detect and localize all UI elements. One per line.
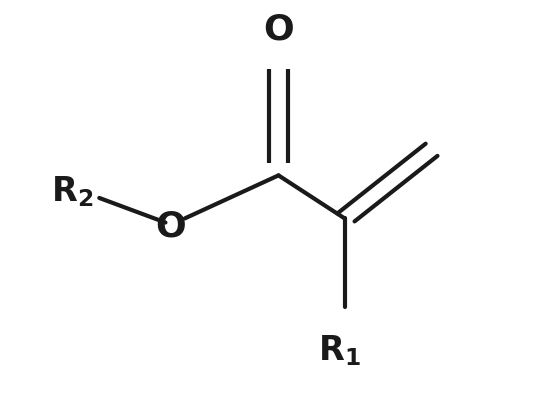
Text: $\mathbf{R_1}$: $\mathbf{R_1}$ xyxy=(318,333,360,368)
Text: $\mathbf{R_2}$: $\mathbf{R_2}$ xyxy=(51,174,94,209)
Text: O: O xyxy=(155,210,187,244)
Text: O: O xyxy=(263,12,294,46)
